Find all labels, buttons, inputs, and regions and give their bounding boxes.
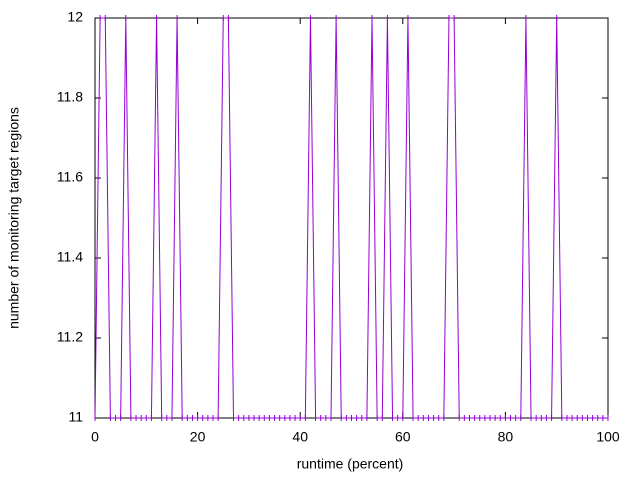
x-tick-label: 100	[596, 429, 620, 445]
y-tick-label: 11.6	[57, 169, 83, 185]
x-tick-label: 20	[190, 429, 206, 445]
x-tick-label: 0	[91, 429, 99, 445]
y-tick-label: 12	[67, 9, 83, 25]
y-tick-label: 11.4	[57, 249, 83, 265]
y-tick-label: 11.2	[57, 329, 83, 345]
y-tick-label: 11.8	[57, 89, 83, 105]
x-axis-label: runtime (percent)	[297, 456, 404, 472]
plot-border	[94, 17, 609, 419]
x-tick-label: 80	[498, 429, 514, 445]
y-tick-label: 11	[68, 409, 83, 425]
x-tick-label: 60	[395, 429, 411, 445]
y-axis-label: number of monitoring target regions	[6, 107, 22, 329]
data-line	[94, 17, 608, 419]
x-tick-label: 40	[292, 429, 308, 445]
